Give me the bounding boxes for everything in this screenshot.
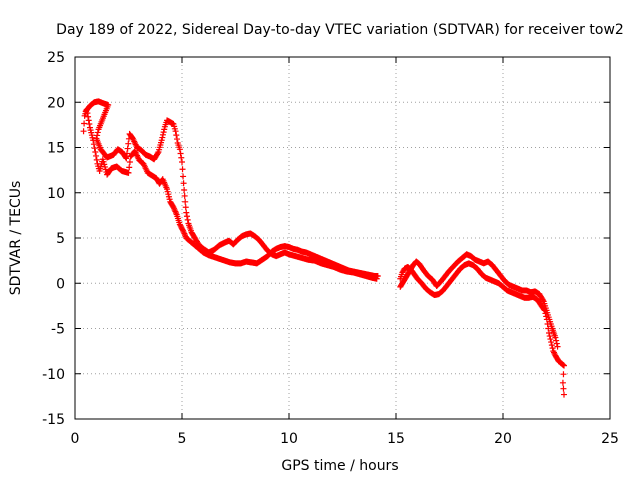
data-point	[92, 149, 99, 156]
x-axis: 0 5 10 15 20 25	[71, 57, 619, 447]
data-point	[179, 226, 186, 233]
data-point	[91, 145, 98, 152]
data-point	[93, 156, 100, 163]
y-tick-label: 25	[47, 50, 65, 66]
x-tick-label: 20	[494, 431, 512, 447]
data-point	[552, 334, 559, 341]
chart-title: Day 189 of 2022, Sidereal Day-to-day VTE…	[56, 22, 624, 38]
data-point	[126, 164, 133, 171]
data-point	[172, 128, 179, 135]
y-tick-label: 10	[47, 186, 65, 202]
data-point	[182, 198, 189, 205]
data-point	[547, 336, 554, 343]
data-point	[549, 345, 556, 352]
data-point	[183, 209, 190, 216]
data-point	[94, 129, 101, 136]
x-axis-label: GPS time / hours	[281, 458, 398, 474]
data-point	[177, 150, 184, 157]
data-point	[154, 150, 161, 157]
data-point	[181, 187, 188, 194]
data-point	[546, 330, 553, 337]
y-tick-label: 0	[56, 276, 65, 292]
data-point	[125, 169, 132, 176]
y-tick-label: -5	[51, 322, 65, 338]
data-point	[124, 145, 131, 152]
data-point	[181, 192, 188, 199]
data-point	[553, 340, 560, 347]
y-tick-label: -15	[42, 412, 65, 428]
data-point	[560, 371, 567, 378]
data-point	[126, 158, 133, 165]
data-point	[178, 154, 185, 161]
data-point	[122, 154, 129, 161]
x-tick-label: 15	[387, 431, 405, 447]
data-point	[180, 173, 187, 180]
data-point	[554, 343, 561, 350]
data-point	[179, 158, 185, 165]
y-tick-label: -10	[42, 367, 65, 383]
data-point	[560, 362, 567, 369]
y-axis: -15 -10 -5 0 5 10 15 20 25	[42, 50, 610, 428]
data-point	[553, 337, 560, 344]
data-point	[173, 132, 180, 139]
x-tick-label: 10	[280, 431, 298, 447]
data-point	[559, 379, 566, 386]
scatter-series-sdtvar	[80, 98, 567, 398]
data-point	[80, 128, 87, 135]
x-tick-label: 25	[601, 431, 619, 447]
data-point	[548, 339, 555, 346]
data-point	[125, 140, 132, 147]
data-point	[182, 204, 189, 211]
x-tick-label: 5	[178, 431, 187, 447]
y-tick-label: 15	[47, 141, 65, 157]
data-point	[158, 137, 165, 144]
data-point	[93, 152, 100, 159]
data-point	[176, 146, 183, 153]
data-point	[159, 131, 166, 138]
data-point	[85, 113, 92, 120]
data-point	[184, 216, 191, 223]
data-point	[161, 126, 168, 133]
data-point	[159, 134, 166, 141]
y-tick-label: 20	[47, 95, 65, 111]
data-point	[180, 180, 187, 187]
data-point	[546, 333, 553, 340]
data-point	[560, 362, 567, 369]
data-point	[183, 213, 190, 220]
grid-layer	[75, 57, 610, 419]
data-point	[95, 126, 102, 133]
data-point	[160, 129, 167, 136]
data-point	[179, 166, 186, 173]
data-point	[124, 150, 131, 157]
data-point	[560, 385, 567, 392]
y-tick-label: 5	[56, 231, 65, 247]
y-axis-label: SDTVAR / TECUs	[8, 181, 24, 296]
data-point	[85, 117, 92, 124]
data-point	[81, 120, 88, 127]
data-point	[539, 297, 546, 304]
data-point	[86, 120, 93, 127]
data-point	[548, 342, 555, 349]
data-point	[560, 391, 567, 398]
data-point	[123, 155, 130, 162]
data-point	[174, 136, 181, 143]
x-tick-label: 0	[71, 431, 80, 447]
data-point	[373, 275, 380, 282]
